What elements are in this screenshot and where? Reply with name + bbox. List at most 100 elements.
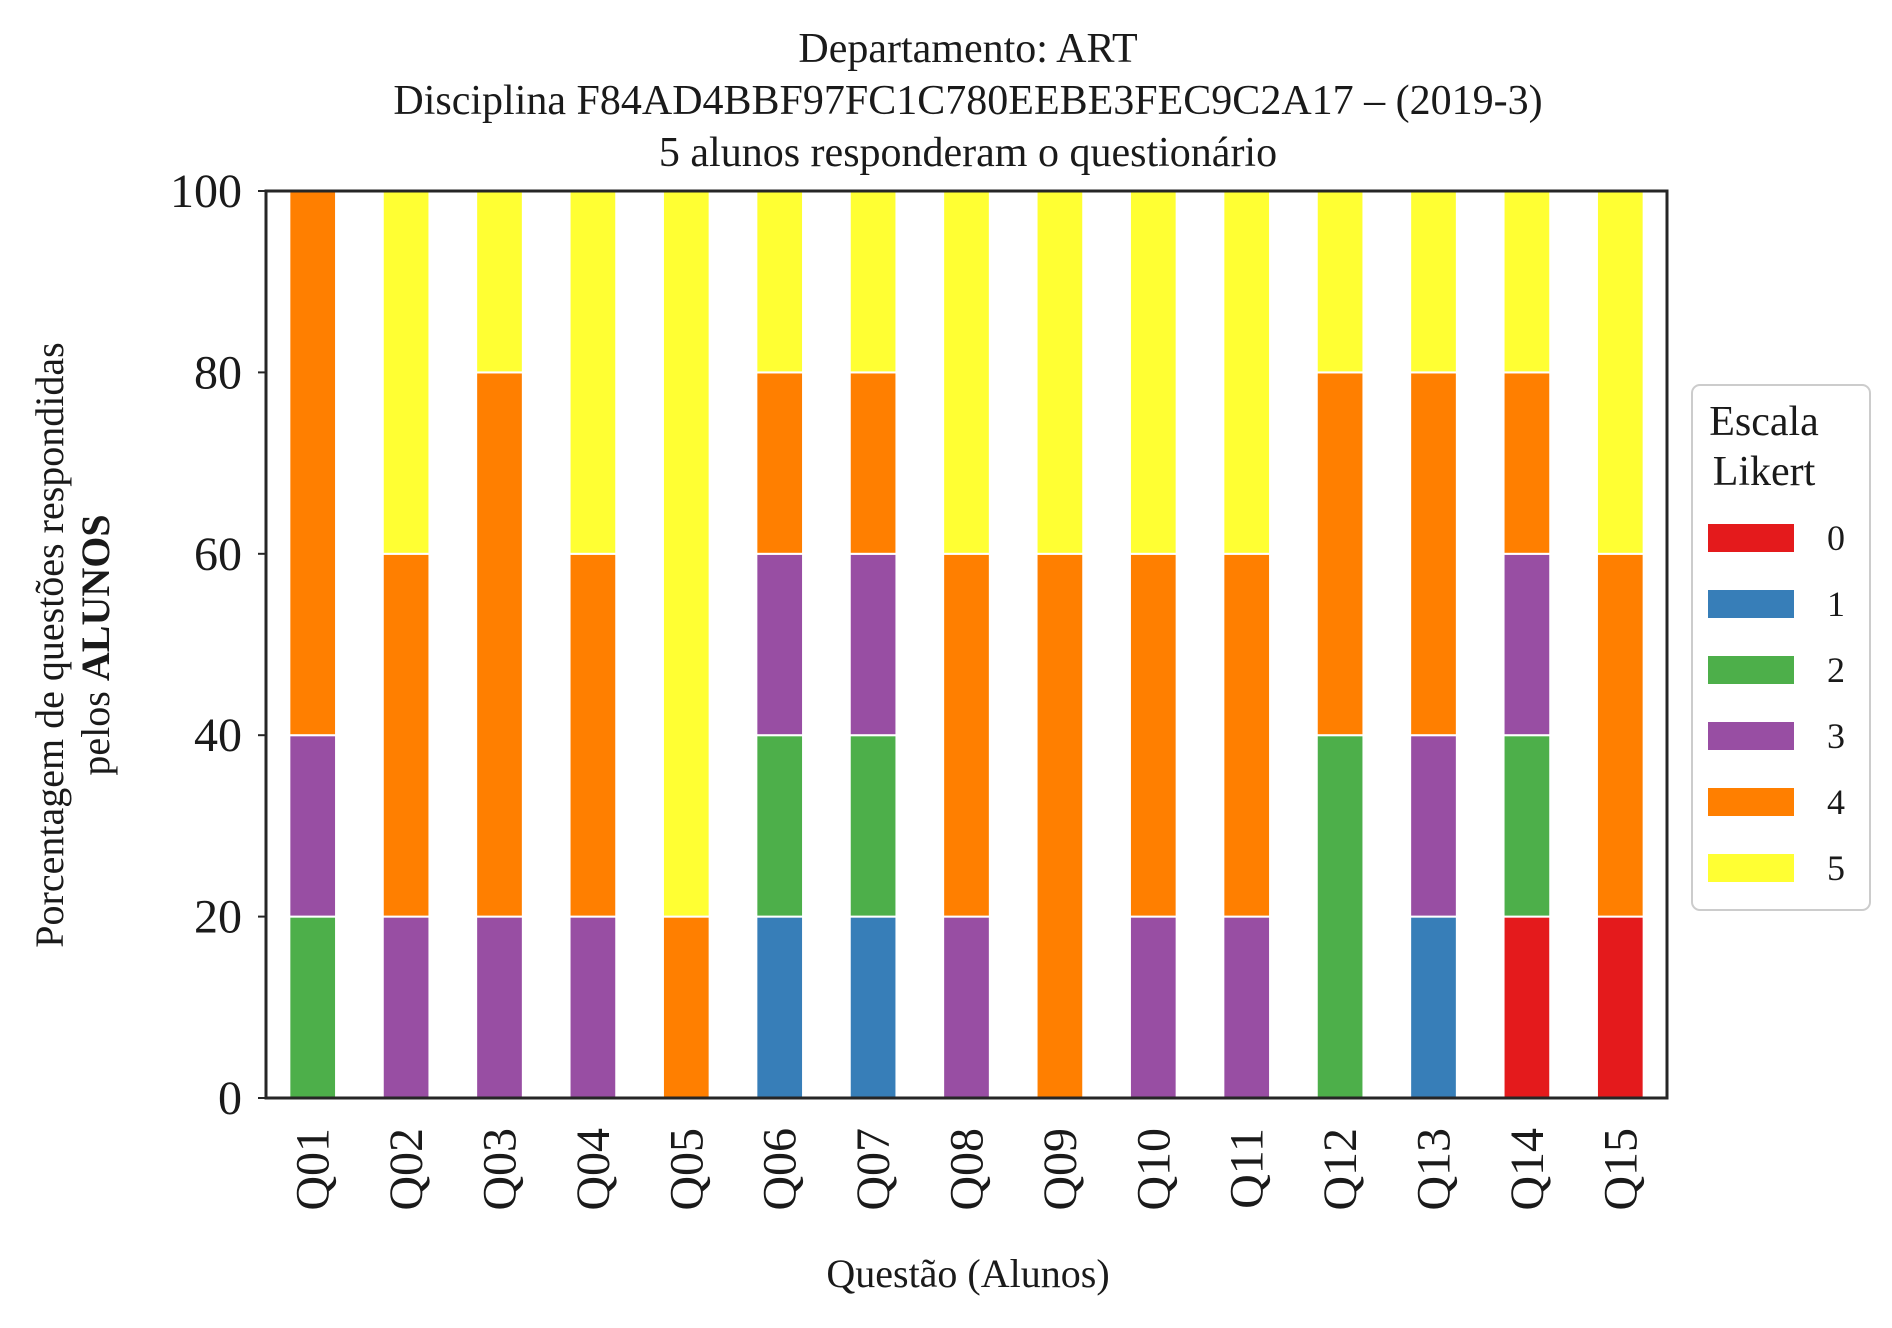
bar-segment-q13-likert-3: [1409, 734, 1458, 918]
legend-label-1: 1: [1827, 584, 1845, 624]
bar-segment-q12-likert-2: [1315, 734, 1365, 1099]
bar-segment-q04-likert-4: [568, 552, 618, 918]
bar-segment-q14-likert-5: [1502, 190, 1552, 374]
bar-segment-q01-likert-4: [288, 190, 338, 737]
x-tick-label-q14: Q14: [1501, 1128, 1554, 1211]
bar-segment-q06-likert-1: [755, 915, 805, 1099]
bar-segment-q01-likert-3: [288, 734, 338, 918]
legend-swatch-4: [1708, 788, 1794, 816]
legend-swatch-5: [1708, 854, 1794, 882]
legend-label-2: 2: [1827, 650, 1845, 690]
legend-label-4: 4: [1827, 782, 1845, 822]
bar-segment-q14-likert-0: [1502, 915, 1552, 1099]
x-tick-label-q03: Q03: [474, 1128, 527, 1211]
legend-label-3: 3: [1827, 716, 1845, 756]
bar-segment-q07-likert-1: [848, 915, 898, 1099]
bar-segment-q14-likert-4: [1502, 371, 1552, 555]
legend: Escala Likert 0 1 2 3 4 5: [1691, 384, 1871, 911]
y-tick-label: 80: [194, 346, 242, 399]
x-tick-label-q10: Q10: [1127, 1128, 1180, 1211]
y-axis-label-prefix: pelos: [73, 681, 118, 775]
y-axis-label: Porcentagem de questões respondidas pelo…: [27, 342, 118, 947]
y-tick-label: 0: [218, 1072, 242, 1125]
bar-segment-q04-likert-5: [568, 190, 618, 555]
chart-title: Departamento: ART Disciplina F84AD4BBF97…: [393, 26, 1542, 176]
bar-segment-q10-likert-4: [1128, 552, 1178, 918]
legend-swatch-2: [1708, 656, 1794, 684]
bar-segment-q02-likert-3: [381, 915, 431, 1099]
x-tick-label-q12: Q12: [1314, 1128, 1367, 1211]
legend-swatch-1: [1708, 590, 1794, 618]
y-axis-label-line-2: pelos ALUNOS: [73, 514, 118, 775]
x-tick-label-q05: Q05: [660, 1128, 713, 1211]
plot-frame: [264, 189, 1669, 1100]
bar-segment-q01-likert-2: [288, 915, 338, 1099]
bar-segment-q11-likert-3: [1222, 915, 1272, 1099]
bar-segment-q10-likert-5: [1128, 190, 1178, 555]
bar-segment-q15-likert-0: [1595, 915, 1645, 1099]
bar-segment-q09-likert-4: [1035, 552, 1085, 1099]
legend-label-0: 0: [1827, 518, 1845, 558]
bar-segment-q03-likert-5: [475, 190, 524, 374]
bar-segment-q06-likert-3: [755, 552, 805, 737]
bar-segment-q02-likert-4: [381, 552, 431, 918]
y-tick-label: 40: [194, 709, 242, 762]
legend-label-5: 5: [1827, 848, 1845, 888]
bar-segment-q03-likert-3: [475, 915, 524, 1099]
bar-segment-q04-likert-3: [568, 915, 618, 1099]
bar-segment-q07-likert-5: [848, 190, 898, 374]
bar-segment-q03-likert-4: [475, 371, 524, 918]
bar-segment-q08-likert-3: [942, 915, 991, 1099]
title-line-1: Departamento: ART: [798, 26, 1137, 72]
bar-segment-q13-likert-4: [1409, 371, 1458, 737]
bar-segment-q12-likert-5: [1315, 190, 1365, 374]
bar-segment-q15-likert-5: [1595, 190, 1645, 555]
legend-items: 0 1 2 3 4 5: [1708, 518, 1845, 888]
bar-segment-q10-likert-3: [1128, 915, 1178, 1099]
bar-segment-q07-likert-4: [848, 371, 898, 555]
bar-segment-q09-likert-5: [1035, 190, 1085, 555]
title-line-2: Disciplina F84AD4BBF97FC1C780EEBE3FEC9C2…: [393, 78, 1542, 124]
x-tick-label-q07: Q07: [847, 1128, 900, 1211]
legend-swatch-3: [1708, 722, 1794, 750]
bar-segment-q14-likert-3: [1502, 552, 1552, 737]
bar-segment-q12-likert-4: [1315, 371, 1365, 737]
legend-title-line-2: Likert: [1713, 449, 1816, 495]
bar-segment-q07-likert-3: [848, 552, 898, 737]
y-axis-label-bold: ALUNOS: [73, 514, 118, 681]
bar-segment-q05-likert-5: [661, 190, 711, 918]
x-tick-label-q09: Q09: [1034, 1128, 1087, 1211]
title-line-3: 5 alunos responderam o questionário: [659, 130, 1277, 176]
x-tick-label-q11: Q11: [1221, 1128, 1274, 1209]
bar-segment-q02-likert-5: [381, 190, 431, 555]
legend-title-line-1: Escala: [1709, 399, 1819, 445]
bar-segment-q07-likert-2: [848, 734, 898, 918]
legend-swatch-0: [1708, 524, 1794, 552]
bar-segment-q11-likert-5: [1222, 190, 1272, 555]
x-tick-label-q06: Q06: [754, 1128, 807, 1211]
y-tick-label: 100: [170, 165, 242, 218]
bar-segment-q06-likert-2: [755, 734, 805, 918]
bar-segment-q13-likert-5: [1409, 190, 1458, 374]
x-tick-label-q02: Q02: [380, 1128, 433, 1211]
bar-segment-q05-likert-4: [661, 915, 711, 1099]
x-axis-label: Questão (Alunos): [826, 1251, 1109, 1296]
bar-segment-q14-likert-2: [1502, 734, 1552, 918]
legend-frame: [1691, 384, 1871, 911]
x-tick-label-q08: Q08: [941, 1128, 994, 1211]
x-tick-label-q01: Q01: [287, 1128, 340, 1211]
bars-layer: [288, 190, 1645, 1099]
y-tick-label: 20: [194, 891, 242, 944]
bar-segment-q06-likert-4: [755, 371, 805, 555]
y-axis: 0 20 40 60 80 100: [170, 165, 266, 1125]
bar-segment-q08-likert-5: [942, 190, 991, 555]
bar-segment-q06-likert-5: [755, 190, 805, 374]
y-axis-label-line-1: Porcentagem de questões respondidas: [27, 342, 72, 947]
bar-segment-q11-likert-4: [1222, 552, 1272, 918]
bar-segment-q08-likert-4: [942, 552, 991, 918]
x-tick-label-q04: Q04: [567, 1128, 620, 1211]
x-axis: Q01 Q02 Q03 Q04 Q05 Q06 Q07 Q08 Q09 Q10 Q11 Q12 Q13 Q…: [287, 1128, 1648, 1211]
bar-segment-q13-likert-1: [1409, 915, 1458, 1099]
